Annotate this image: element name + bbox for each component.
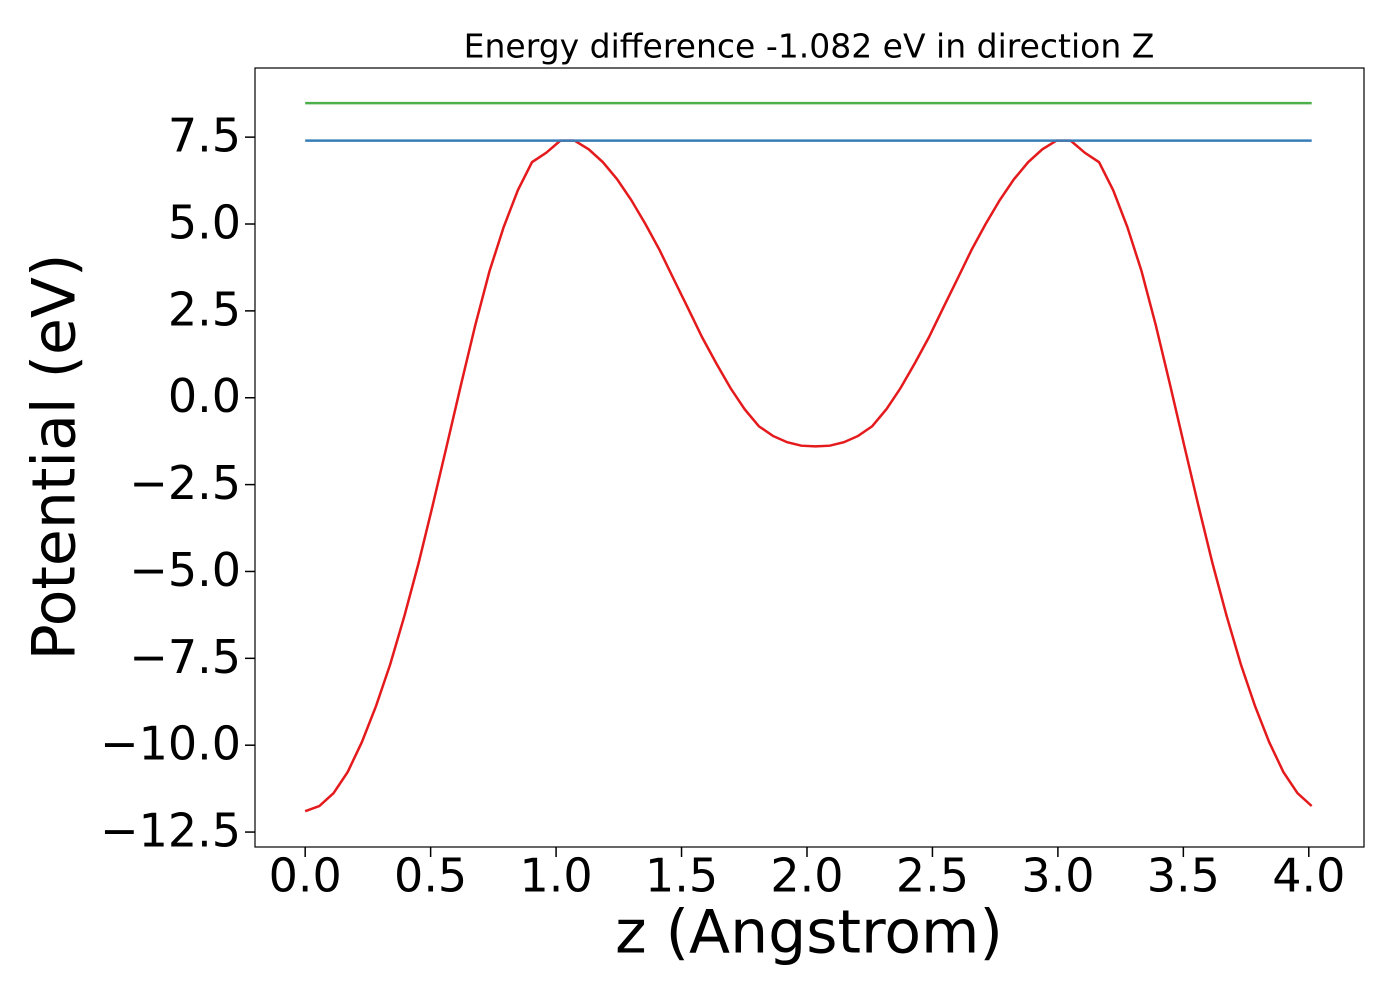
x-tick-label: 0.0 [269,849,342,903]
x-tick-label: 3.5 [1147,849,1220,903]
y-axis-label: Potential (eV) [20,254,90,661]
y-tick-label: 0.0 [168,369,241,423]
data-line [304,139,1313,813]
x-tick-label: 0.5 [394,849,467,903]
x-tick-label: 4.0 [1272,849,1345,903]
x-tick-label: 2.0 [770,849,843,903]
x-tick-label: 3.0 [1021,849,1094,903]
x-axis-label: z (Angstrom) [615,898,1003,968]
y-tick-label: 2.5 [168,282,241,336]
y-tick-label: −7.5 [129,630,241,684]
chart-title: Energy difference -1.082 eV in direction… [464,27,1155,66]
x-tick-label: 1.5 [645,849,718,903]
y-tick-label: −10.0 [100,717,241,771]
y-tick-label: 7.5 [168,109,241,163]
x-tick-label: 1.0 [520,849,593,903]
y-tick-label: −2.5 [129,456,241,510]
y-tick-label: 5.0 [168,196,241,250]
plot-frame [254,67,1365,848]
y-tick-label: −12.5 [100,804,241,858]
x-tick-label: 2.5 [896,849,969,903]
y-tick-label: −5.0 [129,543,241,597]
